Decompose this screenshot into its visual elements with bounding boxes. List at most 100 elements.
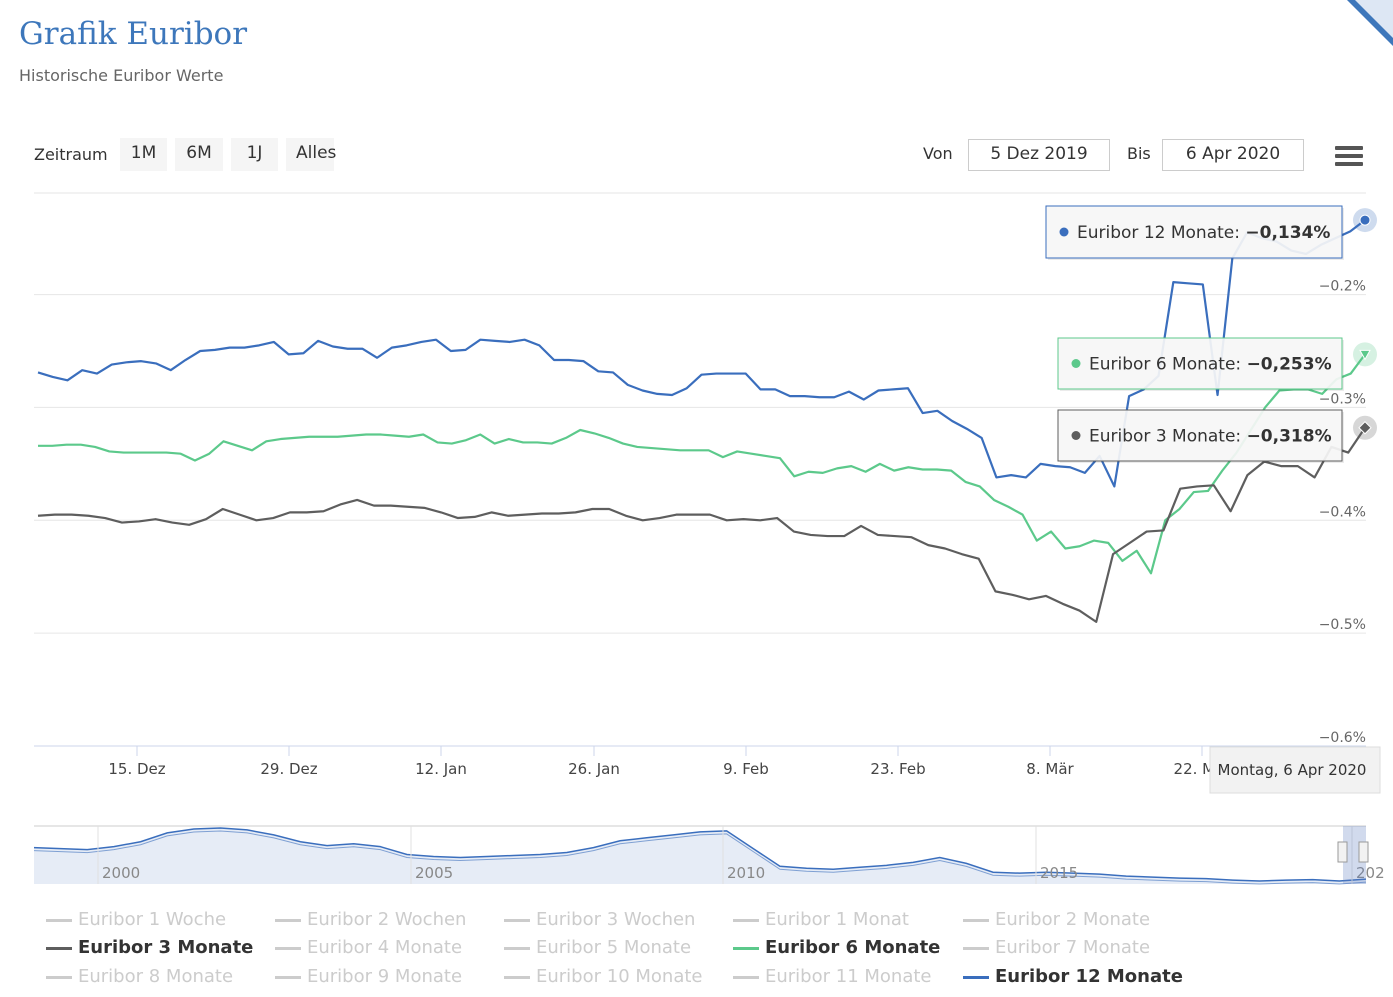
y-tick-label: −0.6%: [1319, 730, 1366, 746]
tooltip-text: Euribor 3 Monate: −0,318%: [1089, 427, 1332, 447]
x-tick-label: 15. Dez: [108, 760, 165, 778]
x-tick-label: 8. Mär: [1026, 760, 1074, 778]
legend-label: Euribor 3 Monate: [78, 937, 254, 958]
legend-swatch: [46, 946, 72, 950]
legend-item-euribor-5-monate[interactable]: Euribor 5 Monate: [504, 937, 691, 958]
y-tick-label: −0.5%: [1319, 617, 1366, 633]
navigator-series-line: [33, 830, 1367, 885]
legend-label: Euribor 7 Monate: [995, 937, 1151, 958]
zoom-button-alles[interactable]: Alles: [286, 138, 336, 171]
crosshair-label: Montag, 6 Apr 2020: [1218, 761, 1367, 779]
legend-item-euribor-2-monate[interactable]: Euribor 2 Monate: [963, 909, 1150, 930]
navigator-selection: [1343, 826, 1366, 884]
legend-swatch: [733, 975, 759, 979]
from-label: Von: [923, 144, 953, 163]
legend-swatch: [46, 918, 72, 922]
legend-item-euribor-1-monat[interactable]: Euribor 1 Monat: [733, 909, 909, 930]
legend-label: Euribor 5 Monate: [536, 937, 692, 958]
marker-3m: [1358, 421, 1372, 435]
legend-swatch: [504, 975, 530, 979]
legend-label: Euribor 1 Woche: [78, 909, 227, 930]
legend-swatch: [733, 946, 759, 950]
x-tick-label: 23. Feb: [870, 760, 925, 778]
x-tick-label: 12. Jan: [415, 760, 467, 778]
from-date-input[interactable]: 5 Dez 2019: [968, 139, 1110, 171]
corner-ribbon-icon: [1347, 0, 1393, 46]
to-label: Bis: [1127, 144, 1151, 163]
legend-swatch: [963, 918, 989, 922]
tooltip-box: [1045, 205, 1343, 259]
tooltip-box: [1057, 337, 1343, 390]
tooltip-text: Euribor 12 Monate: −0,134%: [1077, 223, 1330, 243]
legend-swatch: [275, 946, 301, 950]
legend-swatch: [275, 975, 301, 979]
crosshair-label-box: [1209, 746, 1381, 794]
navigator-tick-label: 202: [1356, 864, 1385, 882]
navigator-tick-label: 2000: [102, 864, 140, 882]
legend-item-euribor-8-monate[interactable]: Euribor 8 Monate: [46, 966, 233, 987]
legend-label: Euribor 8 Monate: [78, 966, 234, 987]
zoom-button-1m[interactable]: 1M: [120, 138, 167, 171]
legend-swatch: [963, 946, 989, 950]
navigator-series-line: [33, 827, 1367, 882]
navigator-tick-label: 2005: [415, 864, 453, 882]
x-tick-label: 9. Feb: [723, 760, 769, 778]
legend-label: Euribor 10 Monate: [536, 966, 703, 987]
legend-item-euribor-3-wochen[interactable]: Euribor 3 Wochen: [504, 909, 695, 930]
legend-item-euribor-1-woche[interactable]: Euribor 1 Woche: [46, 909, 226, 930]
legend-swatch: [963, 975, 989, 979]
legend-swatch: [275, 918, 301, 922]
legend-item-euribor-2-wochen[interactable]: Euribor 2 Wochen: [275, 909, 466, 930]
legend-label: Euribor 9 Monate: [307, 966, 463, 987]
legend-label: Euribor 3 Wochen: [536, 909, 696, 930]
navigator-tick-label: 2010: [727, 864, 765, 882]
tooltip-value: −0,318%: [1247, 427, 1332, 447]
legend-label: Euribor 4 Monate: [307, 937, 463, 958]
tooltip-bullet: [1071, 359, 1081, 368]
navigator-tick-label: 2015: [1040, 864, 1078, 882]
legend-item-euribor-12-monate[interactable]: Euribor 12 Monate: [963, 966, 1183, 987]
tooltip-6m: Euribor 6 Monate: −0,253%: [1057, 337, 1344, 391]
navigator-handle-left[interactable]: [1337, 841, 1348, 863]
legend-swatch: [733, 918, 759, 922]
x-tick-label: 29. Dez: [260, 760, 317, 778]
zoom-label: Zeitraum: [34, 145, 108, 164]
legend-item-euribor-6-monate[interactable]: Euribor 6 Monate: [733, 937, 940, 958]
chart-menu-icon[interactable]: [1335, 146, 1363, 168]
legend-item-euribor-7-monate[interactable]: Euribor 7 Monate: [963, 937, 1150, 958]
legend-swatch: [504, 946, 530, 950]
chart-title: Grafik Euribor: [19, 16, 248, 52]
legend-label: Euribor 2 Monate: [995, 909, 1151, 930]
tooltip-3m: Euribor 3 Monate: −0,318%: [1057, 409, 1344, 463]
legend-item-euribor-10-monate[interactable]: Euribor 10 Monate: [504, 966, 702, 987]
legend-item-euribor-4-monate[interactable]: Euribor 4 Monate: [275, 937, 462, 958]
navigator-handle-right[interactable]: [1358, 841, 1369, 863]
legend-label: Euribor 6 Monate: [765, 937, 941, 958]
to-date-input[interactable]: 6 Apr 2020: [1162, 139, 1304, 171]
tooltip-12m: Euribor 12 Monate: −0,134%: [1045, 205, 1344, 260]
legend-label: Euribor 12 Monate: [995, 966, 1183, 987]
legend-item-euribor-11-monate[interactable]: Euribor 11 Monate: [733, 966, 931, 987]
legend-item-euribor-9-monate[interactable]: Euribor 9 Monate: [275, 966, 462, 987]
tooltip-value: −0,134%: [1245, 223, 1330, 243]
tooltip-text: Euribor 6 Monate: −0,253%: [1089, 355, 1332, 375]
zoom-button-6m[interactable]: 6M: [175, 138, 223, 171]
legend-swatch: [504, 918, 530, 922]
legend-label: Euribor 2 Wochen: [307, 909, 467, 930]
legend-item-euribor-3-monate[interactable]: Euribor 3 Monate: [46, 937, 253, 958]
marker-6m: [1359, 349, 1371, 361]
tooltip-box: [1057, 409, 1343, 462]
tooltip-label: Euribor 12 Monate:: [1077, 223, 1245, 243]
tooltip-value: −0,253%: [1247, 355, 1332, 375]
y-tick-label: −0.4%: [1319, 504, 1366, 520]
series-line-euribor-6-monate: [38, 353, 1366, 575]
tooltip-label: Euribor 6 Monate:: [1089, 355, 1247, 375]
x-tick-label: 26. Jan: [568, 760, 620, 778]
tooltip-label: Euribor 3 Monate:: [1089, 427, 1247, 447]
legend-swatch: [46, 975, 72, 979]
tooltip-bullet: [1059, 227, 1069, 237]
legend-label: Euribor 1 Monat: [765, 909, 909, 930]
chart-subtitle: Historische Euribor Werte: [19, 66, 224, 85]
zoom-button-1j[interactable]: 1J: [231, 138, 278, 171]
